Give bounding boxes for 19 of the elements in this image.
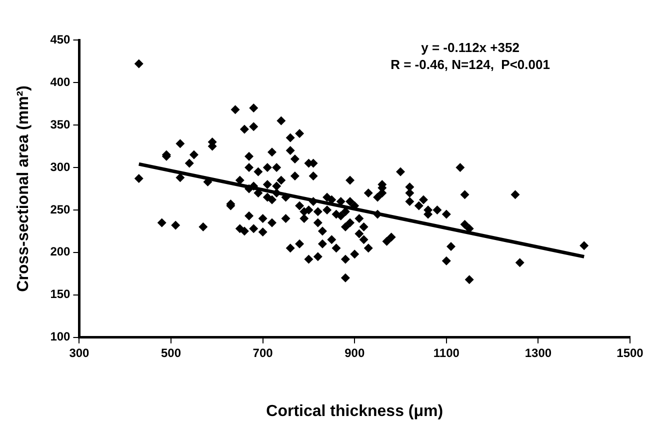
x-tick-label: 900 — [344, 346, 365, 360]
y-tick-label: 100 — [50, 330, 71, 344]
x-tick-label: 300 — [69, 346, 90, 360]
y-tick-label: 450 — [50, 32, 71, 46]
y-axis-title: Cross-sectional area (mm²) — [15, 86, 32, 292]
y-tick-label: 300 — [50, 160, 71, 174]
x-tick-label: 1100 — [433, 346, 460, 360]
y-tick-label: 400 — [50, 74, 71, 89]
x-tick-label: 500 — [161, 346, 182, 360]
x-tick-label: 700 — [252, 346, 274, 360]
annotation: y = -0.112x +352 — [421, 40, 520, 56]
x-tick-label: 1500 — [616, 346, 644, 360]
y-tick-label: 150 — [50, 287, 71, 302]
x-axis-title: Cortical thickness (μm) — [266, 402, 444, 420]
y-tick-label: 200 — [50, 244, 71, 259]
y-tick-label: 250 — [50, 202, 71, 216]
x-tick-label: 1300 — [524, 346, 552, 360]
y-tick-label: 350 — [50, 117, 71, 132]
annotation: R = -0.46, N=124, P<0.001 — [390, 57, 550, 72]
